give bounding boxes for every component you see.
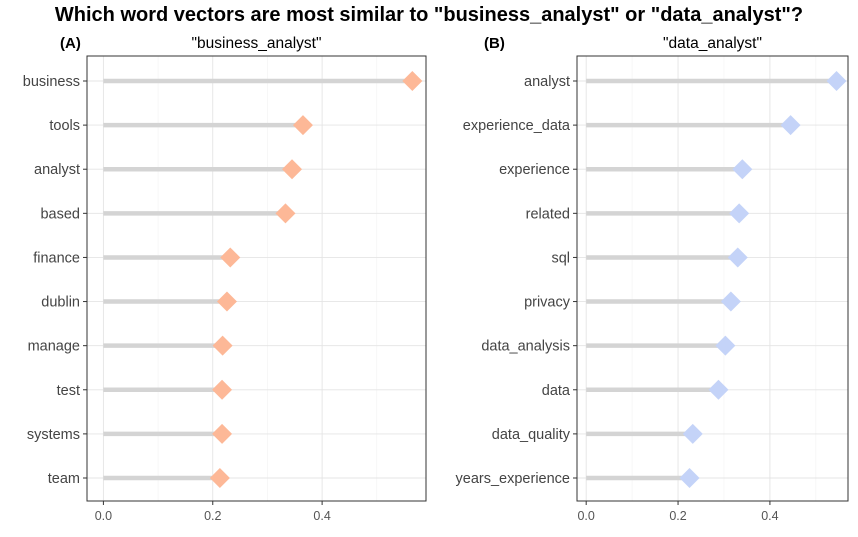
data-point-data_analysis xyxy=(715,335,736,356)
panel-a: business tools analyst based finance dublin ma… xyxy=(23,35,427,523)
y-tick-label: data_quality xyxy=(492,427,571,443)
data-point-related xyxy=(729,203,750,224)
y-tick-label: years_experience xyxy=(456,471,570,487)
data-point-sql xyxy=(727,247,748,268)
data-point-privacy xyxy=(720,291,741,312)
panel-tag: (A) xyxy=(60,35,81,52)
y-tick-label: manage xyxy=(28,339,80,355)
panel-title: "data_analyst" xyxy=(663,35,762,52)
data-point-manage xyxy=(212,335,233,356)
y-tick-label: experience_data xyxy=(463,118,571,134)
panel-b: analyst experience_data experience related s… xyxy=(456,35,849,523)
y-tick-label: finance xyxy=(33,250,80,266)
panel-title: "business_analyst" xyxy=(192,35,322,52)
data-point-dublin xyxy=(216,291,237,312)
chart-title: Which word vectors are most similar to "… xyxy=(54,4,804,26)
y-tick-label: data_analysis xyxy=(481,339,570,355)
plot-background xyxy=(87,56,426,501)
data-point-business xyxy=(402,71,423,91)
x-tick-label: 0.4 xyxy=(313,509,330,523)
y-tick-label: systems xyxy=(27,427,80,443)
data-point-experience xyxy=(732,159,753,180)
x-tick-label: 0.0 xyxy=(95,509,112,523)
y-tick-label: test xyxy=(57,383,80,399)
plot-frame xyxy=(86,55,427,502)
data-point-years_experience xyxy=(679,468,700,488)
y-tick-label: sql xyxy=(551,250,570,266)
x-tick-label: 0.2 xyxy=(204,509,221,523)
y-tick-label: related xyxy=(526,206,570,222)
data-point-analyst xyxy=(282,159,303,180)
data-point-team xyxy=(209,468,230,488)
x-tick-label: 0.2 xyxy=(669,509,686,523)
data-point-analyst xyxy=(826,71,847,91)
data-point-finance xyxy=(220,247,241,268)
x-tick-label: 0.4 xyxy=(761,509,778,523)
y-tick-label: dublin xyxy=(41,295,80,311)
y-tick-label: business xyxy=(23,74,80,90)
plot-frame xyxy=(576,55,849,502)
y-tick-label: experience xyxy=(499,162,570,178)
data-point-systems xyxy=(212,423,233,444)
data-point-experience_data xyxy=(780,115,801,136)
data-point-data_quality xyxy=(682,423,703,444)
y-tick-label: tools xyxy=(49,118,80,134)
y-tick-label: based xyxy=(40,206,80,222)
y-tick-label: privacy xyxy=(524,295,571,311)
y-tick-label: analyst xyxy=(34,162,80,178)
plot-background xyxy=(577,56,848,501)
data-point-test xyxy=(212,379,233,400)
data-point-tools xyxy=(292,115,313,136)
y-tick-label: analyst xyxy=(524,74,570,90)
y-tick-label: data xyxy=(542,383,571,399)
panel-tag: (B) xyxy=(484,35,505,52)
data-point-data xyxy=(708,379,729,400)
x-tick-label: 0.0 xyxy=(577,509,594,523)
data-point-based xyxy=(275,203,296,224)
y-tick-label: team xyxy=(48,471,80,487)
